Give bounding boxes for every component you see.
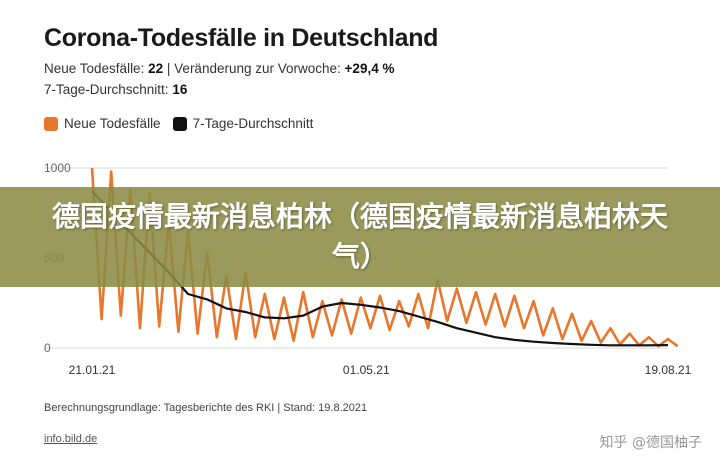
chart-title: Corona-Todesfälle in Deutschland	[44, 24, 439, 52]
y-tick-label-0: 0	[44, 341, 51, 355]
title-overlay-banner: 德国疫情最新消息柏林（德国疫情最新消息柏林天气）	[0, 187, 720, 287]
average-stats: 7-Tage-Durchschnitt: 16	[44, 82, 187, 97]
new-deaths-value: 22	[148, 61, 164, 76]
chart-legend: Neue Todesfälle 7-Tage-Durchschnitt	[44, 116, 325, 131]
legend-swatch-average	[172, 116, 187, 131]
y-tick-label-1000: 1000	[44, 161, 71, 175]
stats-separator: |	[166, 61, 171, 76]
watermark: 知乎 @德国柚子	[599, 435, 702, 451]
source-link[interactable]: info.bild.de	[44, 433, 98, 445]
banner-text: 德国疫情最新消息柏林（德国疫情最新消息柏林天气）	[51, 200, 668, 273]
x-tick-label-2: 01.05.21	[343, 363, 390, 377]
new-deaths-label: Neue Todesfälle:	[44, 61, 145, 76]
series-line-seven-day-average	[91, 190, 669, 347]
x-tick-label-3: 19.08.21	[645, 363, 692, 377]
seven-day-average-label: 7-Tage-Durchschnitt:	[44, 82, 169, 97]
headline-stats: Neue Todesfälle: 22 | Veränderung zur Vo…	[44, 61, 394, 76]
legend-label-daily: Neue Todesfälle	[64, 116, 161, 131]
weekly-change-value: +29,4 %	[344, 61, 395, 76]
source-note: Berechnungsgrundlage: Tagesberichte des …	[44, 402, 368, 414]
legend-label-average: 7-Tage-Durchschnitt	[192, 116, 314, 131]
seven-day-average-value: 16	[172, 82, 188, 97]
legend-swatch-daily	[44, 116, 58, 131]
weekly-change-label: Veränderung zur Vorwoche:	[174, 61, 341, 76]
x-tick-label-1: 21.01.21	[69, 363, 116, 377]
